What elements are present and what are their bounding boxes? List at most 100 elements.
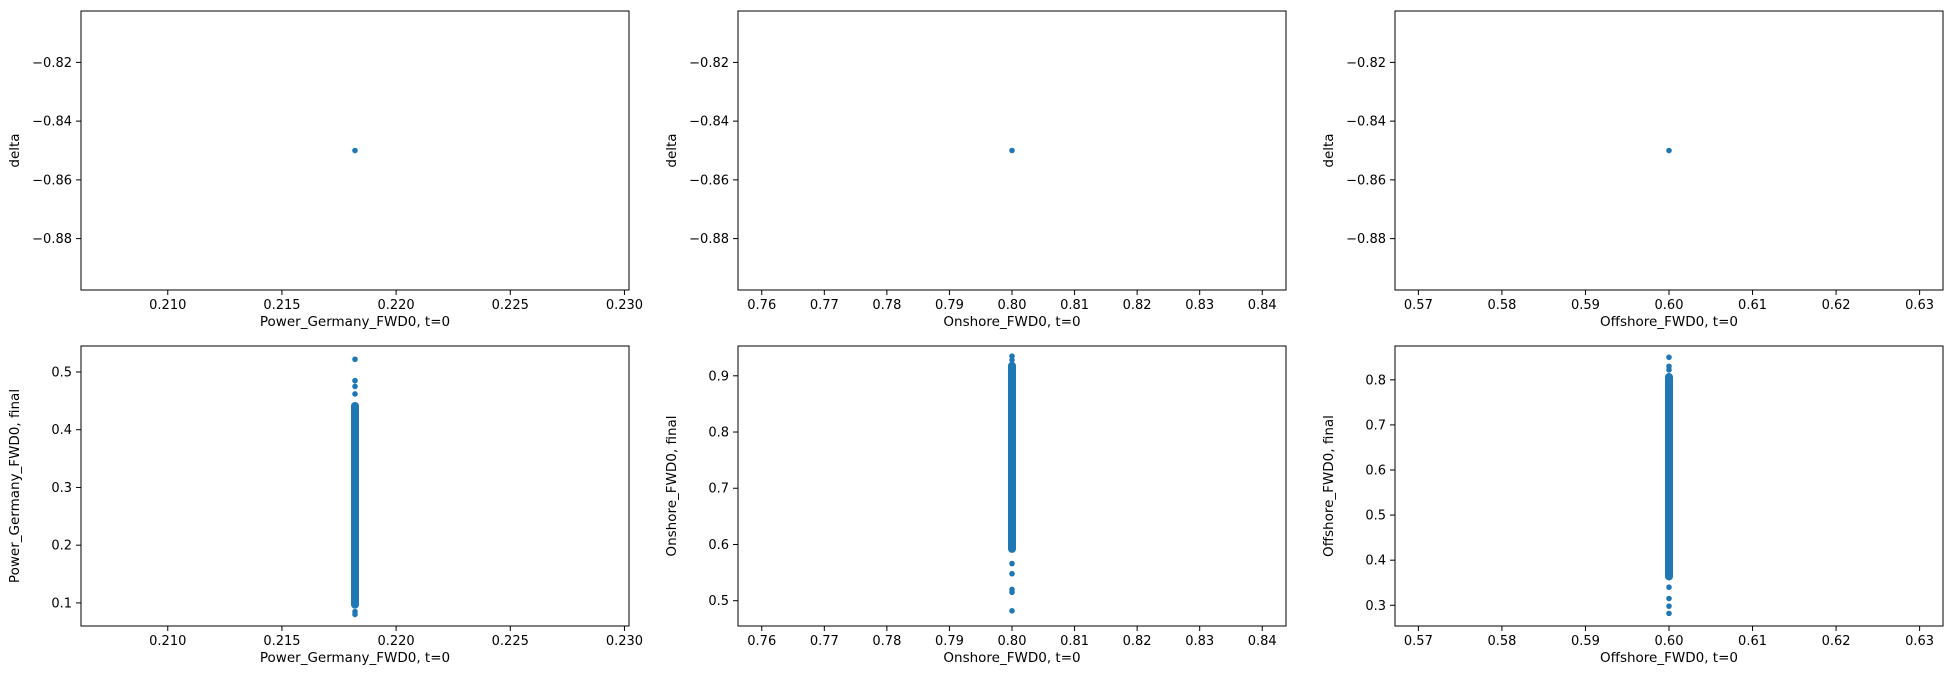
x-tick-label: 0.80 [998,634,1027,649]
data-point [1666,354,1672,361]
y-tick-label: −0.88 [689,232,729,247]
x-tick-label: 0.78 [872,298,901,313]
x-axis-label: Onshore_FWD0, t=0 [943,650,1080,666]
data-point [1009,147,1015,154]
x-tick-label: 0.78 [872,634,901,649]
data-point [1666,610,1672,617]
x-tick-label: 0.83 [1185,634,1214,649]
y-tick-label: 0.5 [708,594,729,609]
data-point [1666,603,1672,609]
axes-frame [737,10,1287,291]
x-tick-label: 0.57 [1404,298,1433,313]
subplot-4: 0.210 0.215 0.220 0.225 0.230 0.1 0.2 0.3 0.4 0.5… [7,345,643,666]
x-tick-label: 0.82 [1123,634,1152,649]
x-tick-label: 0.80 [998,298,1027,313]
data-point [1009,570,1015,577]
y-axis-label: Offshore_FWD0, final [1321,415,1337,557]
x-tick-label: 0.84 [1248,298,1277,313]
data-point [1009,357,1015,363]
axes-frame [80,345,630,627]
x-tick-label: 0.220 [377,298,414,313]
x-tick-label: 0.215 [263,298,300,313]
x-tick-label: 0.225 [492,634,529,649]
data-point [1009,560,1015,567]
y-tick-label: 0.5 [51,365,72,380]
x-tick-label: 0.58 [1487,298,1516,313]
y-tick-label: 0.8 [1365,373,1386,388]
axes-frame [737,345,1287,627]
x-tick-label: 0.60 [1655,634,1684,649]
subplot-2: 0.76 0.77 0.78 0.79 0.80 0.81 0.82 0.83 0.84 −0.8… [664,10,1287,330]
x-tick-label: 0.77 [810,298,839,313]
y-tick-label: 0.4 [51,423,72,438]
data-point [1009,353,1015,359]
x-tick-label: 0.63 [1905,298,1934,313]
x-tick-label: 0.215 [263,634,300,649]
data-point [352,147,358,154]
axes-frame [80,10,630,291]
data-point [352,391,358,397]
subplot-5: 0.76 0.77 0.78 0.79 0.80 0.81 0.82 0.83 0.84 0.5 0… [664,345,1287,666]
x-tick-label: 0.62 [1822,298,1851,313]
x-tick-label: 0.83 [1185,298,1214,313]
x-axis-label: Power_Germany_FWD0, t=0 [260,314,450,330]
x-tick-label: 0.60 [1655,298,1684,313]
x-tick-label: 0.77 [810,634,839,649]
x-tick-label: 0.58 [1487,634,1516,649]
data-point [1009,608,1015,614]
x-tick-label: 0.210 [149,634,186,649]
y-tick-label: −0.88 [32,232,72,247]
y-axis-label: delta [7,133,23,167]
x-axis-label: Offshore_FWD0, t=0 [1600,314,1738,330]
y-axis-label: Onshore_FWD0, final [664,415,680,556]
x-tick-label: 0.57 [1404,634,1433,649]
x-tick-label: 0.59 [1571,298,1600,313]
x-tick-label: 0.61 [1738,298,1767,313]
x-tick-label: 0.84 [1248,634,1277,649]
x-tick-label: 0.82 [1123,298,1152,313]
y-axis-label: delta [664,133,680,167]
x-tick-label: 0.230 [606,298,643,313]
x-tick-label: 0.62 [1822,634,1851,649]
y-tick-label: −0.86 [1346,173,1386,188]
y-tick-label: 0.2 [51,539,72,554]
x-tick-label: 0.76 [747,298,776,313]
x-tick-label: 0.61 [1738,634,1767,649]
y-tick-label: 0.8 [708,426,729,441]
y-tick-label: −0.84 [1346,115,1386,130]
x-tick-label: 0.76 [747,634,776,649]
y-tick-label: 0.9 [708,369,729,384]
data-point [1666,147,1672,154]
subplot-3: 0.57 0.58 0.59 0.60 0.61 0.62 0.63 −0.82 −0.84 −0… [1321,10,1944,330]
x-tick-label: 0.63 [1905,634,1934,649]
x-tick-label: 0.81 [1060,634,1089,649]
data-point [1009,589,1015,596]
y-tick-label: 0.1 [51,596,72,611]
x-axis-label: Onshore_FWD0, t=0 [943,314,1080,330]
y-tick-label: −0.82 [689,56,729,71]
y-tick-label: −0.86 [32,173,72,188]
axes-frame [1394,10,1944,291]
y-tick-label: 0.7 [1365,418,1386,433]
y-axis-label: Power_Germany_FWD0, final [7,389,23,583]
x-tick-label: 0.210 [149,298,186,313]
y-tick-label: 0.4 [1365,554,1386,569]
y-tick-label: −0.86 [689,173,729,188]
data-band [351,402,359,609]
x-axis-label: Power_Germany_FWD0, t=0 [260,650,450,666]
y-tick-label: 0.6 [1365,463,1386,478]
data-point [1666,595,1672,602]
data-point [352,356,358,363]
y-tick-label: −0.82 [32,56,72,71]
data-point [352,611,358,618]
subplot-6: 0.57 0.58 0.59 0.60 0.61 0.62 0.63 0.3 0.4 0.5 0.6… [1321,345,1944,666]
x-tick-label: 0.230 [606,634,643,649]
data-point [352,383,358,390]
y-tick-label: 0.3 [1365,599,1386,614]
y-tick-label: −0.82 [1346,56,1386,71]
y-tick-label: 0.6 [708,538,729,553]
data-band [1665,373,1673,581]
x-tick-label: 0.225 [492,298,529,313]
